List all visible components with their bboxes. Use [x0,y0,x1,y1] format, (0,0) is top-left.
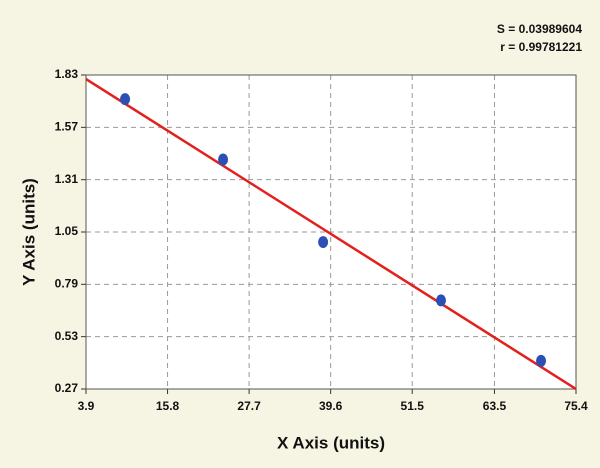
y-tick-label: 0.53 [55,329,79,343]
x-tick-label: 75.4 [564,399,588,413]
plot-border [85,74,577,390]
point [318,236,329,249]
point [218,153,229,166]
x-tick-label: 51.5 [401,399,425,413]
y-tick-label: 1.31 [55,172,79,186]
point [536,354,547,367]
fit-line [85,77,577,391]
x-tick-label: 39.6 [319,399,343,413]
x-tick-label: 27.7 [237,399,261,413]
x-tick-label: 63.5 [483,399,507,413]
y-tick-label: 0.79 [55,277,79,291]
point [120,93,131,106]
y-axis-label: Y Axis (units) [19,178,38,286]
point [435,294,446,307]
y-tick-label: 0.27 [55,381,79,395]
y-tick-label: 1.57 [55,120,79,134]
y-tick-label: 1.05 [55,224,79,238]
x-tick-label: 15.8 [156,399,180,413]
annotation: S = 0.03989604 [497,22,582,36]
annotation: r = 0.99781221 [500,40,582,54]
x-axis-label: X Axis (units) [277,433,385,452]
y-tick-label: 1.83 [55,67,79,81]
x-tick-label: 3.9 [78,399,95,413]
